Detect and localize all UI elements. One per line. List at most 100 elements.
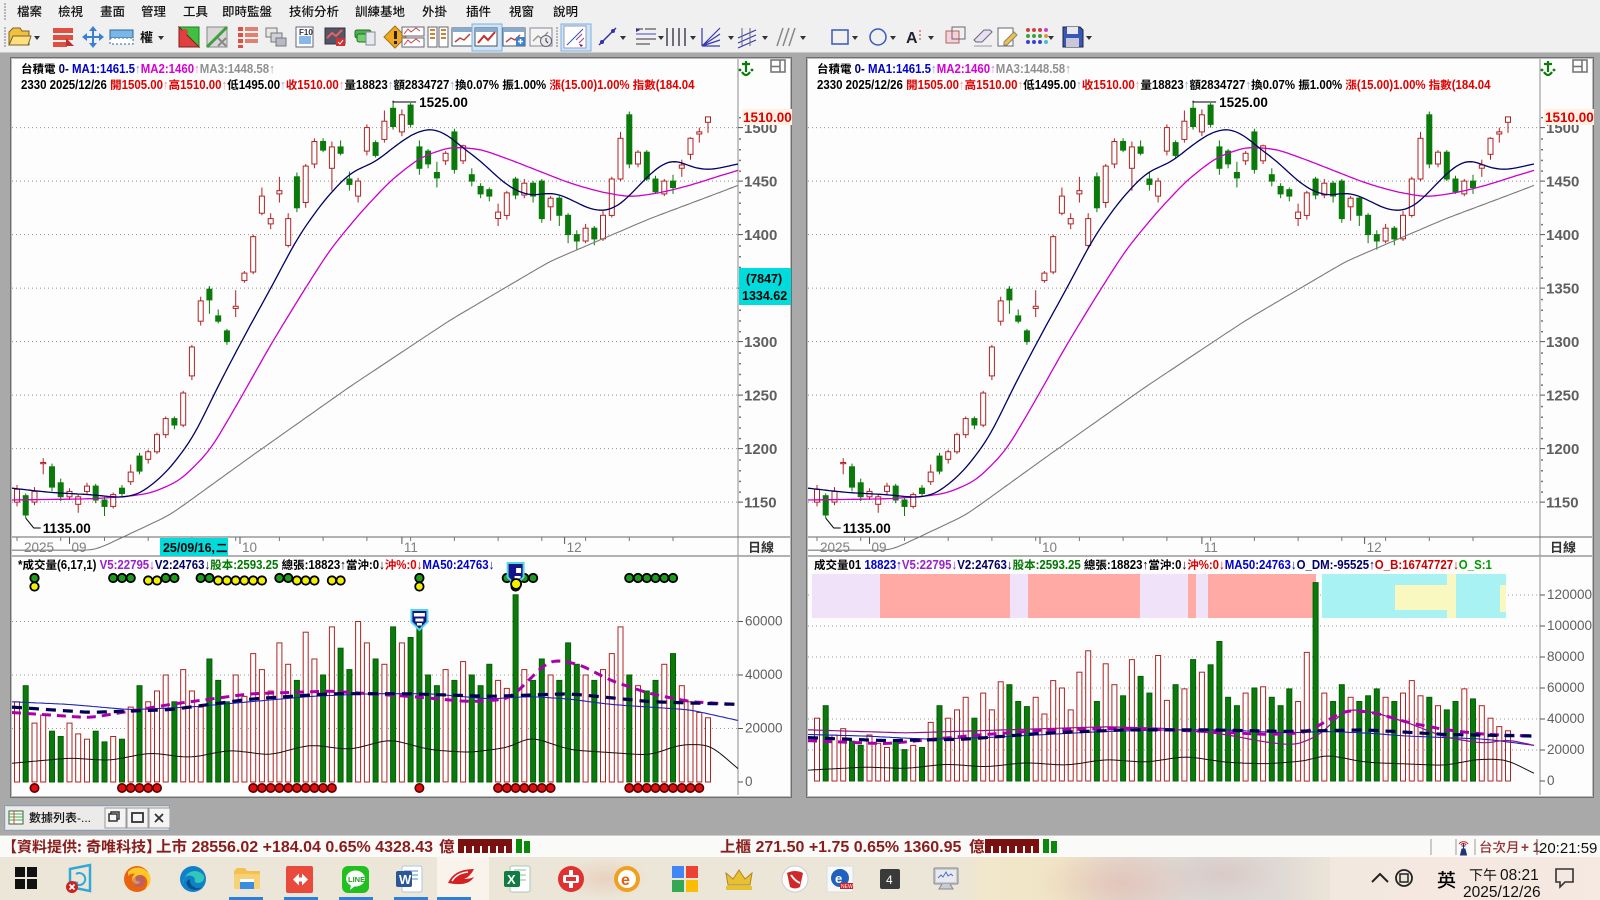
svg-text:10: 10 bbox=[1042, 540, 1057, 555]
svg-text:(184.04: (184.04 bbox=[656, 77, 695, 92]
svg-text:2834727: 2834727 bbox=[1201, 77, 1246, 92]
svg-text:09: 09 bbox=[872, 540, 887, 555]
svg-text:1450: 1450 bbox=[744, 174, 777, 191]
svg-text:120000: 120000 bbox=[1547, 587, 1592, 602]
svg-text:2025: 2025 bbox=[820, 540, 850, 555]
svg-text:1505.00: 1505.00 bbox=[122, 77, 163, 92]
svg-text:↑: ↑ bbox=[135, 61, 141, 76]
svg-text:↑: ↑ bbox=[163, 77, 169, 92]
svg-text:X: X bbox=[507, 872, 516, 887]
svg-text:MA1:1461.5: MA1:1461.5 bbox=[72, 61, 135, 76]
svg-text:1150: 1150 bbox=[1546, 495, 1579, 512]
svg-text:e: e bbox=[621, 872, 630, 889]
svg-text:20000: 20000 bbox=[745, 721, 783, 736]
svg-text:↑: ↑ bbox=[1184, 77, 1190, 92]
svg-text::2593.25: :2593.25 bbox=[1036, 557, 1084, 572]
svg-text:1400: 1400 bbox=[1546, 227, 1579, 244]
svg-text:↑: ↑ bbox=[1018, 77, 1024, 92]
svg-text:1.00%: 1.00% bbox=[1310, 77, 1346, 92]
svg-text:1300: 1300 bbox=[1546, 334, 1579, 351]
svg-text:1510.00: 1510.00 bbox=[1093, 77, 1134, 92]
svg-text:V2:24763↓: V2:24763↓ bbox=[155, 557, 210, 572]
svg-text:1510.00: 1510.00 bbox=[743, 110, 792, 125]
svg-text::0↓: :0↓ bbox=[1171, 557, 1187, 572]
svg-text:0.07%: 0.07% bbox=[467, 77, 503, 92]
svg-text:2330 2025/12/26: 2330 2025/12/26 bbox=[21, 77, 110, 92]
svg-text:40000: 40000 bbox=[745, 667, 783, 682]
svg-text:(6,17,1): (6,17,1) bbox=[57, 557, 100, 572]
svg-text:MA1:1461.5: MA1:1461.5 bbox=[868, 61, 931, 76]
svg-text:18823↑: 18823↑ bbox=[864, 557, 902, 572]
svg-text:↑: ↑ bbox=[1135, 77, 1141, 92]
svg-text:2025/12/26: 2025/12/26 bbox=[1463, 884, 1541, 900]
svg-text:e: e bbox=[835, 871, 842, 886]
svg-text:01: 01 bbox=[849, 557, 865, 572]
svg-text:18823: 18823 bbox=[1152, 77, 1184, 92]
svg-text:A: A bbox=[906, 30, 918, 47]
svg-text:08:21: 08:21 bbox=[1500, 867, 1539, 884]
svg-text:60000: 60000 bbox=[1547, 680, 1585, 695]
svg-text:↑: ↑ bbox=[280, 77, 286, 92]
svg-text:O_DM:-95525↑: O_DM:-95525↑ bbox=[1297, 557, 1375, 572]
svg-text:↑: ↑ bbox=[269, 61, 275, 76]
svg-text:↑: ↑ bbox=[1065, 61, 1071, 76]
svg-text:60000: 60000 bbox=[745, 614, 783, 629]
svg-text:1200: 1200 bbox=[1546, 441, 1579, 458]
svg-text:W: W bbox=[399, 872, 412, 887]
svg-text:↑: ↑ bbox=[388, 77, 394, 92]
svg-text:1350: 1350 bbox=[1546, 281, 1579, 298]
svg-text::0↓: :0↓ bbox=[369, 557, 385, 572]
svg-text:1510.00: 1510.00 bbox=[297, 77, 338, 92]
svg-text:2330 2025/12/26: 2330 2025/12/26 bbox=[817, 77, 906, 92]
svg-text:18823: 18823 bbox=[356, 77, 388, 92]
svg-text:1300: 1300 bbox=[744, 334, 777, 351]
svg-text:1525.00: 1525.00 bbox=[419, 95, 468, 110]
svg-text:1250: 1250 bbox=[744, 388, 777, 405]
svg-text:1495.00: 1495.00 bbox=[1035, 77, 1076, 92]
svg-text:(15.00)1.00%: (15.00)1.00% bbox=[1357, 77, 1429, 92]
svg-text::18823↑: :18823↑ bbox=[1107, 557, 1148, 572]
svg-text:↑: ↑ bbox=[1076, 77, 1082, 92]
svg-text:MA3:1448.58: MA3:1448.58 bbox=[996, 61, 1065, 76]
svg-text:2025: 2025 bbox=[24, 540, 54, 555]
svg-text:%:0↓: %:0↓ bbox=[396, 557, 422, 572]
svg-text:V2:24763↓: V2:24763↓ bbox=[957, 557, 1012, 572]
svg-text:271.50 +1.75 0.65% 1360.95: 271.50 +1.75 0.65% 1360.95 bbox=[751, 839, 962, 856]
svg-text::2593.25: :2593.25 bbox=[233, 557, 281, 572]
svg-text:100000: 100000 bbox=[1547, 618, 1592, 633]
svg-text:MA50:24763↓: MA50:24763↓ bbox=[1225, 557, 1297, 572]
svg-text:0-: 0- bbox=[56, 61, 73, 76]
svg-text:1510.00: 1510.00 bbox=[976, 77, 1017, 92]
svg-text:(184.04: (184.04 bbox=[1452, 77, 1491, 92]
svg-text:1.00%: 1.00% bbox=[514, 77, 550, 92]
svg-text:(15.00)1.00%: (15.00)1.00% bbox=[561, 77, 633, 92]
svg-text:12: 12 bbox=[1367, 540, 1382, 555]
svg-text:*: * bbox=[18, 557, 23, 572]
svg-text:NEW: NEW bbox=[841, 884, 853, 890]
svg-text:V5:22795↓: V5:22795↓ bbox=[902, 557, 957, 572]
svg-text:1334.62: 1334.62 bbox=[742, 289, 787, 303]
svg-text:12: 12 bbox=[567, 540, 582, 555]
svg-text:1135.00: 1135.00 bbox=[43, 521, 91, 536]
svg-text:O_S:1: O_S:1 bbox=[1459, 557, 1492, 572]
svg-text:↑: ↑ bbox=[339, 77, 345, 92]
svg-text:1135.00: 1135.00 bbox=[843, 521, 891, 536]
svg-text:0: 0 bbox=[745, 774, 753, 789]
svg-text:↑: ↑ bbox=[194, 61, 200, 76]
svg-text:0.07%: 0.07% bbox=[1263, 77, 1299, 92]
svg-text:1450: 1450 bbox=[1546, 174, 1579, 191]
svg-text:1400: 1400 bbox=[744, 227, 777, 244]
svg-text:11: 11 bbox=[404, 540, 418, 555]
svg-text:MA2:1460: MA2:1460 bbox=[141, 61, 194, 76]
svg-text:MA50:24763↓: MA50:24763↓ bbox=[422, 557, 494, 572]
svg-text:2834727: 2834727 bbox=[405, 77, 450, 92]
svg-text:↑: ↑ bbox=[449, 77, 455, 92]
svg-text:1510.00: 1510.00 bbox=[1545, 110, 1594, 125]
svg-text:20:21:59: 20:21:59 bbox=[1539, 840, 1597, 857]
svg-text:1495.00: 1495.00 bbox=[239, 77, 280, 92]
svg-text:↑: ↑ bbox=[1245, 77, 1251, 92]
svg-text:1150: 1150 bbox=[744, 495, 777, 512]
svg-text:F10: F10 bbox=[299, 28, 313, 37]
svg-text::18823↑: :18823↑ bbox=[305, 557, 346, 572]
svg-text:↑: ↑ bbox=[990, 61, 996, 76]
